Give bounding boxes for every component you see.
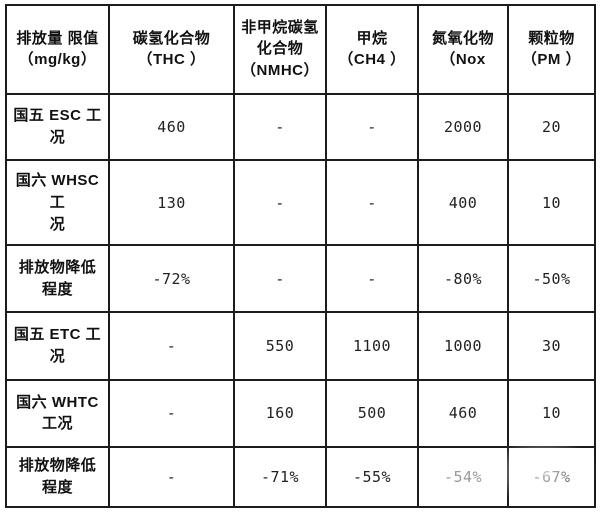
table-row: 国五 ETC 工 况 - 550 1100 1000 30 (5, 310, 596, 382)
table-row: 排放物降低 程度 - -71% -55% -54% -67% (5, 445, 596, 509)
cell-value: 30 (507, 310, 596, 382)
table-row: 国五 ESC 工 况 460 - - 2000 20 (5, 92, 596, 161)
cell-value-watermarked: -54% (417, 445, 509, 509)
header-ch4: 甲烷 （CH4 ） (325, 4, 419, 95)
cell-value: -55% (325, 445, 419, 509)
cell-value: 400 (417, 158, 509, 247)
table-row: 国六 WHSC 工 况 130 - - 400 10 (5, 158, 596, 247)
cell-value: - (325, 158, 419, 247)
cell-value: - (108, 379, 235, 448)
header-pm: 颗粒物 （PM ） (507, 4, 596, 95)
cell-value: 10 (507, 379, 596, 448)
cell-value: - (108, 310, 235, 382)
emission-limits-table: 排放量 限值 （mg/kg） 碳氢化合物 （THC ） 非甲烷碳氢 化合物 （N… (5, 4, 596, 509)
cell-value: 160 (233, 379, 327, 448)
row-label-reduction-transient: 排放物降低 程度 (5, 445, 110, 509)
cell-value: -67% (507, 445, 596, 509)
cell-value: 1000 (417, 310, 509, 382)
cell-value: 460 (108, 92, 235, 161)
table-row: 国六 WHTC 工况 - 160 500 460 10 (5, 379, 596, 448)
header-nox: 氮氧化物 （Nox (417, 4, 509, 95)
cell-value: - (325, 244, 419, 313)
header-emission-limit-unit: 排放量 限值 （mg/kg） (5, 4, 110, 95)
cell-value: -71% (233, 445, 327, 509)
cell-value: 10 (507, 158, 596, 247)
cell-value: - (233, 158, 327, 247)
cell-value: - (325, 92, 419, 161)
cell-value: 20 (507, 92, 596, 161)
table-row: 排放物降低 程度 -72% - - -80% -50% (5, 244, 596, 313)
cell-value: -80% (417, 244, 509, 313)
cell-value: -50% (507, 244, 596, 313)
row-label-guoliu-whsc: 国六 WHSC 工 况 (5, 158, 110, 247)
row-label-reduction-stationary: 排放物降低 程度 (5, 244, 110, 313)
cell-value: 1100 (325, 310, 419, 382)
cell-value: 550 (233, 310, 327, 382)
header-nmhc: 非甲烷碳氢 化合物 （NMHC） (233, 4, 327, 95)
cell-value: 500 (325, 379, 419, 448)
cell-value: - (108, 445, 235, 509)
row-label-guoliu-whtc: 国六 WHTC 工况 (5, 379, 110, 448)
cell-value: - (233, 92, 327, 161)
row-label-guowu-etc: 国五 ETC 工 况 (5, 310, 110, 382)
table-header-row: 排放量 限值 （mg/kg） 碳氢化合物 （THC ） 非甲烷碳氢 化合物 （N… (5, 4, 596, 95)
cell-value: 2000 (417, 92, 509, 161)
cell-value: -72% (108, 244, 235, 313)
cell-value: - (233, 244, 327, 313)
cell-value: 130 (108, 158, 235, 247)
cell-value: 460 (417, 379, 509, 448)
header-thc: 碳氢化合物 （THC ） (108, 4, 235, 95)
row-label-guowu-esc: 国五 ESC 工 况 (5, 92, 110, 161)
